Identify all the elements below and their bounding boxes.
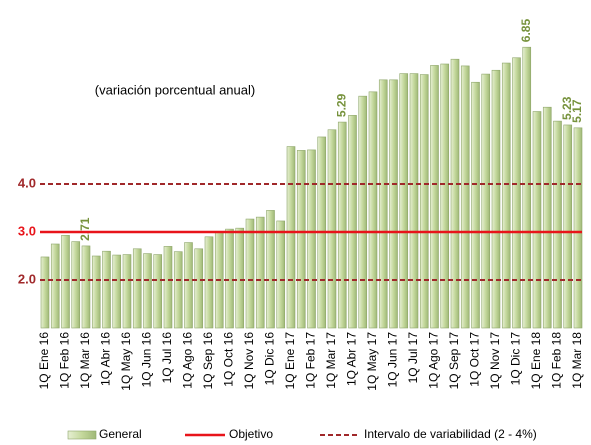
x-tick-label: 1Q Ago 17 bbox=[427, 332, 441, 389]
bar bbox=[286, 146, 296, 329]
x-tick-label: 1Q Nov 17 bbox=[488, 332, 502, 390]
band-label: 2.0 bbox=[18, 271, 36, 286]
bar bbox=[266, 210, 275, 329]
bar bbox=[255, 216, 265, 329]
bar bbox=[122, 254, 132, 329]
x-tick-label: 1Q Dic 17 bbox=[509, 332, 523, 386]
bar bbox=[471, 81, 480, 329]
bar bbox=[491, 69, 501, 329]
x-tick-label: 1Q Ene 16 bbox=[37, 332, 51, 390]
legend-label: Intervalo de variabilidad (2 - 4%) bbox=[364, 427, 537, 441]
x-tick-label: 1Q Jun 16 bbox=[140, 332, 154, 388]
bar bbox=[553, 120, 562, 329]
bar bbox=[563, 124, 573, 329]
x-tick-label: 1Q Oct 17 bbox=[468, 332, 482, 387]
legend-label: General bbox=[99, 427, 142, 441]
bar bbox=[50, 243, 60, 329]
bar bbox=[153, 254, 163, 329]
bar bbox=[173, 251, 183, 329]
bar bbox=[296, 150, 306, 329]
value-label: 5.23 bbox=[560, 96, 574, 120]
x-tick-label: 1Q Dic 16 bbox=[263, 332, 277, 386]
bar bbox=[163, 246, 173, 329]
x-tick-label: 1Q Jul 16 bbox=[160, 332, 174, 384]
bar bbox=[358, 95, 368, 329]
x-tick-label: 1Q Sep 16 bbox=[201, 332, 215, 390]
bar bbox=[378, 79, 388, 329]
x-tick-label: 1Q Mar 18 bbox=[570, 332, 584, 389]
bar bbox=[501, 62, 511, 329]
bar bbox=[481, 73, 491, 329]
x-tick-label: 1Q Sep 17 bbox=[447, 332, 461, 390]
bar bbox=[337, 121, 347, 329]
bar bbox=[245, 218, 255, 329]
x-tick-label: 1Q Jul 17 bbox=[406, 332, 420, 384]
bar bbox=[450, 58, 460, 329]
bar bbox=[512, 57, 521, 329]
bar bbox=[225, 228, 234, 329]
target-label: 3.0 bbox=[18, 223, 36, 238]
bar bbox=[522, 46, 532, 329]
value-label: 2.71 bbox=[78, 217, 92, 241]
bar bbox=[399, 73, 409, 329]
band-label: 4.0 bbox=[18, 175, 36, 190]
bar bbox=[132, 248, 142, 329]
bar bbox=[327, 129, 337, 329]
x-tick-label: 1Q Nov 16 bbox=[242, 332, 256, 390]
bar bbox=[81, 245, 91, 329]
bar bbox=[91, 255, 101, 329]
bar bbox=[460, 65, 470, 329]
value-label: 5.17 bbox=[570, 99, 584, 123]
bar bbox=[542, 106, 552, 329]
x-tick-label: 1Q Mar 17 bbox=[324, 332, 338, 389]
x-tick-label: 1Q Feb 16 bbox=[58, 332, 72, 389]
x-tick-label: 1Q Feb 18 bbox=[550, 332, 564, 389]
legend-label: Objetivo bbox=[229, 427, 273, 441]
x-tick-label: 1Q Mar 16 bbox=[78, 332, 92, 389]
annotation: (variación porcentual anual) bbox=[95, 82, 255, 97]
bar bbox=[194, 248, 204, 329]
bar bbox=[368, 91, 378, 329]
x-tick-label: 1Q Jun 17 bbox=[386, 332, 400, 388]
x-tick-label: 1Q Ene 17 bbox=[283, 332, 297, 390]
bar bbox=[71, 241, 81, 329]
bar bbox=[276, 220, 286, 329]
bar bbox=[102, 250, 111, 329]
value-label: 6.85 bbox=[519, 19, 533, 43]
bar bbox=[440, 63, 450, 329]
x-tick-label: 1Q Ene 18 bbox=[529, 332, 543, 390]
bar bbox=[348, 115, 357, 329]
bar bbox=[184, 242, 193, 329]
bar bbox=[419, 74, 429, 329]
bar bbox=[40, 256, 50, 329]
bar bbox=[307, 149, 316, 329]
bar bbox=[389, 79, 398, 329]
x-tick-label: 1Q Oct 16 bbox=[222, 332, 236, 387]
bar bbox=[112, 254, 122, 329]
bar bbox=[235, 227, 245, 329]
legend-swatch bbox=[67, 430, 97, 440]
x-tick-label: 1Q Feb 17 bbox=[304, 332, 318, 389]
value-label: 5.29 bbox=[334, 93, 348, 117]
bar bbox=[143, 253, 152, 329]
bar bbox=[573, 127, 583, 329]
bar bbox=[532, 111, 542, 329]
bar bbox=[409, 73, 419, 329]
bar bbox=[430, 65, 439, 329]
x-tick-label: 1Q May 16 bbox=[119, 332, 133, 391]
bar bbox=[61, 235, 70, 329]
bar bbox=[204, 236, 214, 329]
x-tick-label: 1Q Abr 17 bbox=[345, 332, 359, 386]
x-tick-label: 1Q Abr 16 bbox=[99, 332, 113, 386]
x-tick-label: 1Q May 17 bbox=[365, 332, 379, 391]
x-tick-label: 1Q Ago 16 bbox=[181, 332, 195, 389]
